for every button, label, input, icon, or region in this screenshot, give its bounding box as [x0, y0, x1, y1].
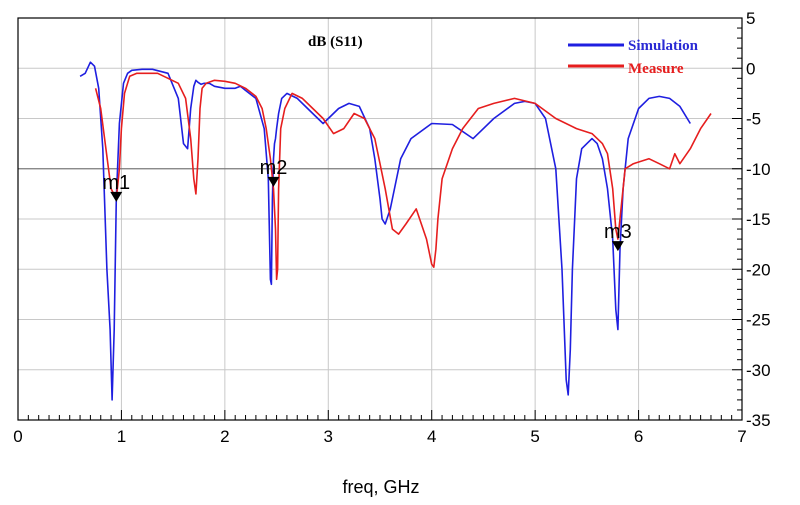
grid [18, 18, 742, 420]
series-line-simulation [79, 61, 691, 401]
y-tick-label: -25 [746, 311, 771, 330]
y-tick-label: -5 [746, 110, 761, 129]
marker-m1-triangle [110, 191, 123, 202]
x-tick-label: 4 [427, 427, 436, 446]
y-tick-label: -20 [746, 260, 771, 279]
marker-m1-label: m1 [102, 172, 130, 194]
markers: m1 m2 m3 [102, 157, 632, 252]
marker-m2-triangle [267, 176, 280, 187]
x-tick-label: 1 [117, 427, 126, 446]
x-tick-labels: 0 1 2 3 4 5 6 7 [13, 427, 746, 446]
x-tick-label: 6 [634, 427, 643, 446]
x-tick-label: 7 [737, 427, 746, 446]
legend: Simulation Measure [568, 38, 699, 77]
x-tick-label: 0 [13, 427, 22, 446]
legend-simulation-label: Simulation [628, 38, 699, 54]
y-tick-label: 0 [746, 59, 755, 78]
marker-m3-triangle [611, 241, 624, 252]
marker-m2-label: m2 [260, 157, 288, 179]
x-axis-label: freq, GHz [342, 477, 419, 497]
y-tick-labels: 5 0 -5 -10 -15 -20 -25 -30 -35 [746, 9, 771, 430]
series-layer [79, 61, 712, 401]
legend-measure-label: Measure [628, 61, 684, 77]
x-tick-label: 3 [324, 427, 333, 446]
y-tick-label: -30 [746, 361, 771, 380]
marker-m3-label: m3 [604, 221, 632, 243]
y-tick-label: 5 [746, 9, 755, 28]
x-tick-label: 5 [530, 427, 539, 446]
y-tick-label: -35 [746, 411, 771, 430]
y-tick-label: -10 [746, 160, 771, 179]
series-line-measure [94, 72, 712, 281]
chart-title: dB (S11) [308, 34, 363, 50]
y-tick-label: -15 [746, 210, 771, 229]
tick-marks [17, 17, 743, 421]
x-tick-label: 2 [220, 427, 229, 446]
